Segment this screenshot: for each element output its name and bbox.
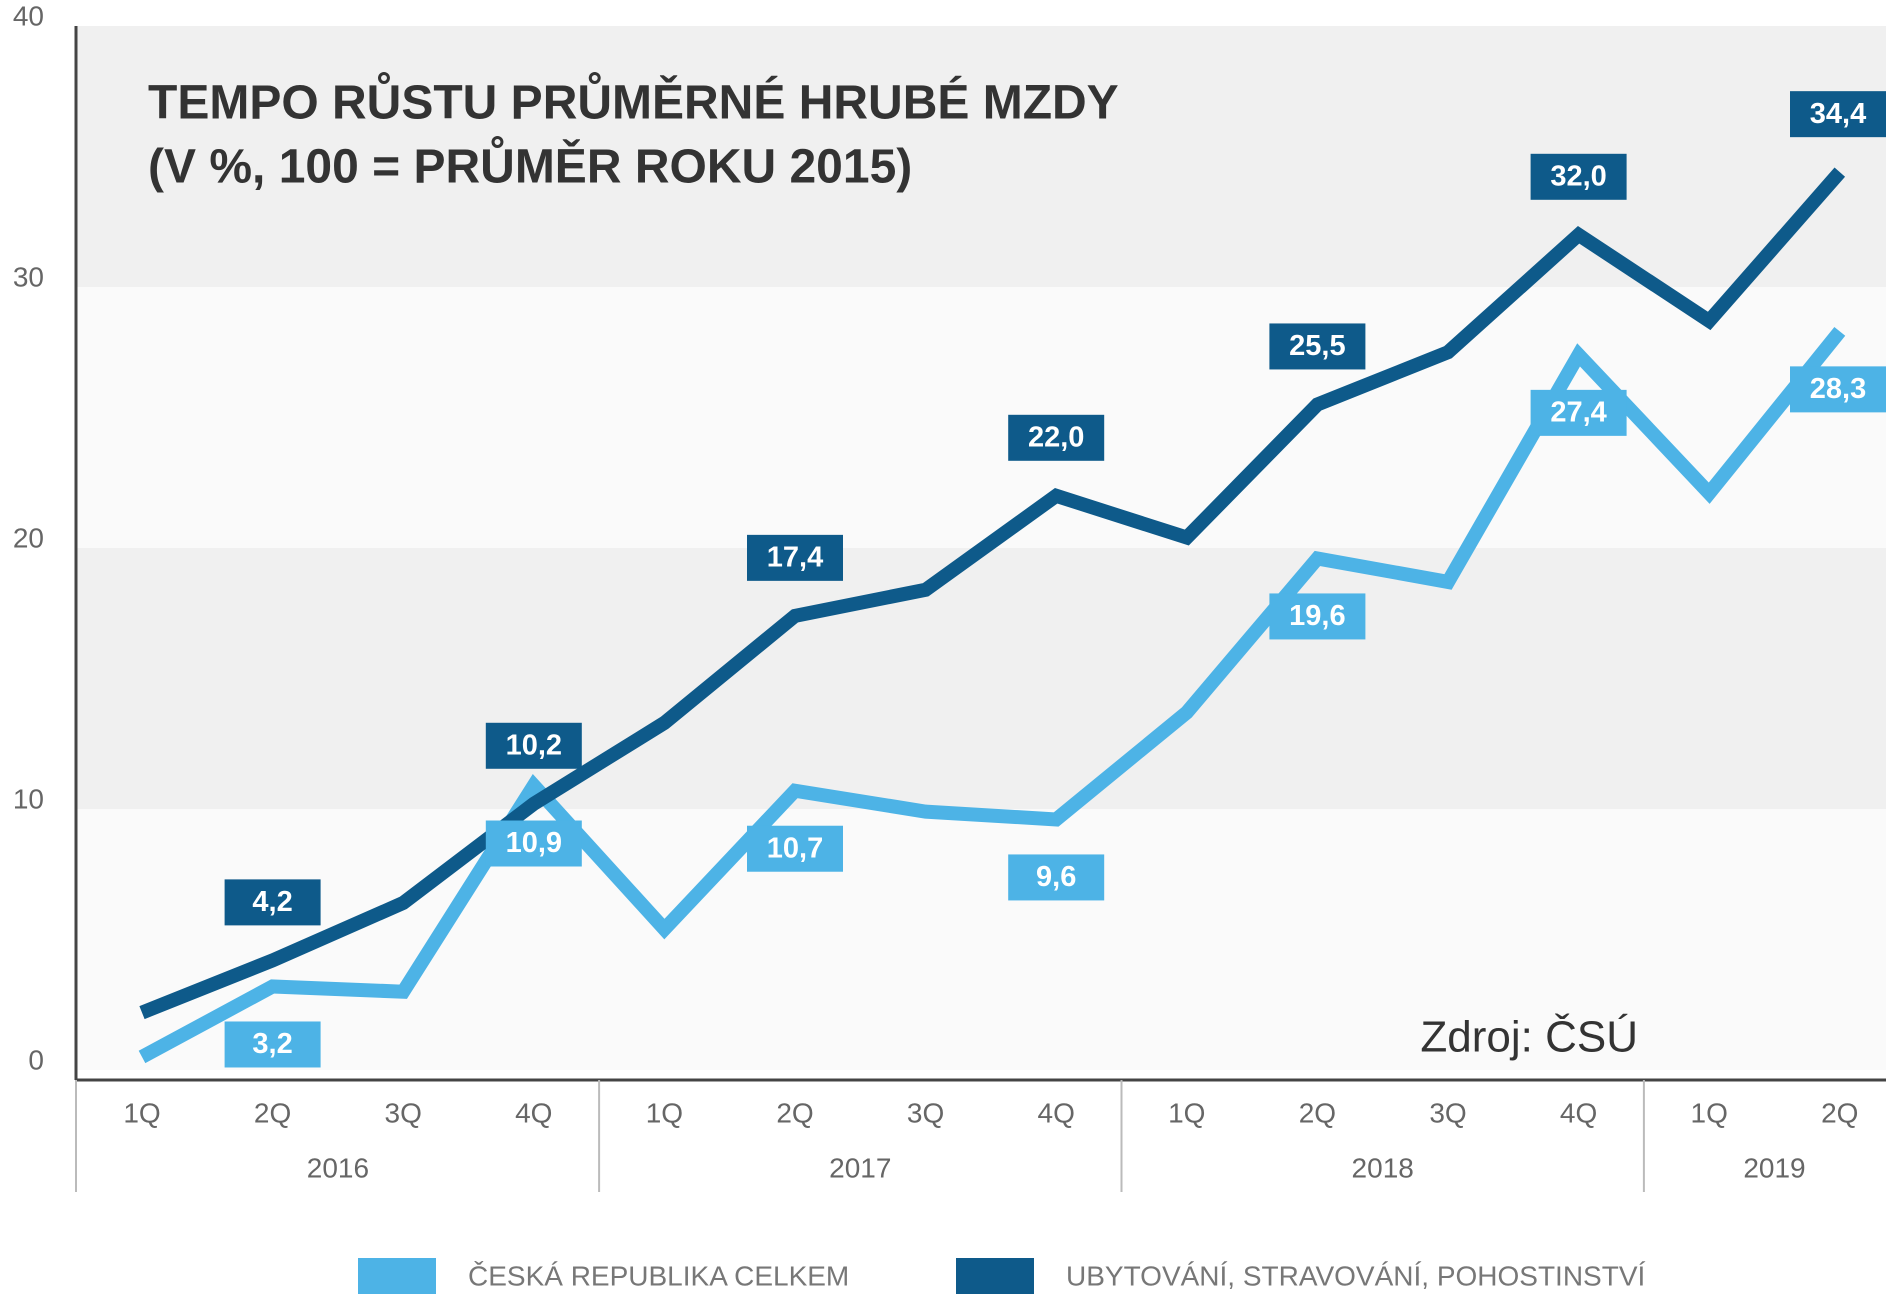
y-tick-label: 20 xyxy=(13,522,44,553)
value-label: 10,7 xyxy=(767,832,823,864)
chart-title: TEMPO RŮSTU PRŮMĚRNÉ HRUBÉ MZDY xyxy=(148,71,1119,130)
legend-label: ČESKÁ REPUBLIKA CELKEM xyxy=(468,1260,849,1291)
x-tick-label: 3Q xyxy=(1429,1097,1466,1128)
value-label: 9,6 xyxy=(1036,861,1076,893)
value-label: 22,0 xyxy=(1028,421,1084,453)
y-tick-label: 40 xyxy=(13,0,44,31)
value-label: 10,2 xyxy=(506,729,562,761)
value-label: 17,4 xyxy=(767,542,823,574)
x-tick-label: 2Q xyxy=(776,1097,813,1128)
grid-band xyxy=(76,548,1886,809)
x-tick-label: 1Q xyxy=(123,1097,160,1128)
x-group-label: 2019 xyxy=(1743,1152,1805,1183)
x-tick-label: 1Q xyxy=(646,1097,683,1128)
x-tick-label: 3Q xyxy=(907,1097,944,1128)
y-tick-label: 10 xyxy=(13,783,44,814)
x-tick-label: 2Q xyxy=(254,1097,291,1128)
x-tick-label: 4Q xyxy=(1560,1097,1597,1128)
x-tick-label: 2Q xyxy=(1821,1097,1858,1128)
chart: TEMPO RŮSTU PRŮMĚRNÉ HRUBÉ MZDY (V %, 10… xyxy=(0,0,1886,1294)
value-label: 34,4 xyxy=(1810,98,1866,130)
value-label: 28,3 xyxy=(1810,373,1866,405)
value-label: 10,9 xyxy=(506,827,562,859)
x-tick-label: 4Q xyxy=(515,1097,552,1128)
x-tick-label: 1Q xyxy=(1691,1097,1728,1128)
chart-subtitle: (V %, 100 = PRŮMĚR ROKU 2015) xyxy=(148,135,912,194)
x-tick-label: 2Q xyxy=(1299,1097,1336,1128)
value-label: 27,4 xyxy=(1550,397,1606,429)
value-label: 25,5 xyxy=(1289,330,1345,362)
value-label: 3,2 xyxy=(252,1028,292,1060)
legend-swatch xyxy=(358,1258,436,1294)
y-tick-label: 30 xyxy=(13,261,44,292)
x-group-label: 2018 xyxy=(1352,1152,1414,1183)
source-note: Zdroj: ČSÚ xyxy=(1420,1012,1638,1062)
x-tick-label: 4Q xyxy=(1038,1097,1075,1128)
x-group-label: 2017 xyxy=(829,1152,891,1183)
x-tick-label: 3Q xyxy=(385,1097,422,1128)
value-label: 32,0 xyxy=(1550,160,1606,192)
x-tick-label: 1Q xyxy=(1168,1097,1205,1128)
legend-swatch xyxy=(956,1258,1034,1294)
value-label: 19,6 xyxy=(1289,600,1345,632)
y-tick-label: 0 xyxy=(28,1044,44,1075)
x-group-label: 2016 xyxy=(307,1152,369,1183)
legend-label: UBYTOVÁNÍ, STRAVOVÁNÍ, POHOSTINSTVÍ xyxy=(1066,1260,1646,1291)
value-label: 4,2 xyxy=(252,886,292,918)
